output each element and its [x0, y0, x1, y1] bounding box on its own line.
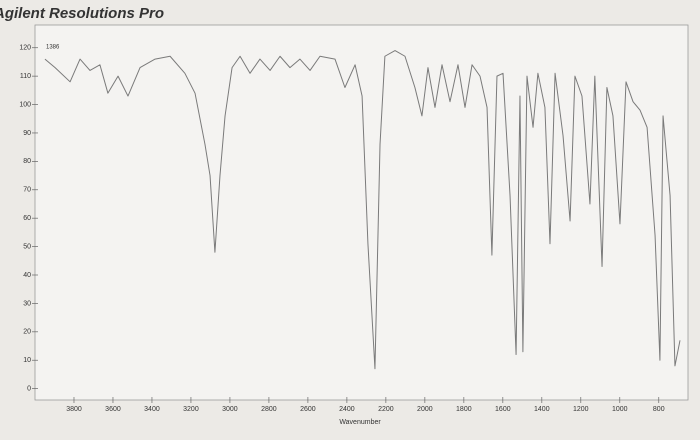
- y-tick-label: 30: [23, 300, 31, 307]
- x-tick-label: 3000: [222, 406, 238, 413]
- x-tick-label: 3400: [144, 406, 160, 413]
- x-tick-label: 1600: [495, 406, 511, 413]
- x-axis-label: Wavenumber: [339, 419, 381, 426]
- y-tick-label: 80: [23, 158, 31, 165]
- x-tick-label: 1200: [573, 406, 589, 413]
- x-tick-label: 800: [653, 406, 665, 413]
- y-tick-label: 0: [27, 385, 31, 392]
- x-tick-label: 2600: [300, 406, 316, 413]
- y-tick-label: 100: [19, 101, 31, 108]
- x-tick-label: 2000: [417, 406, 433, 413]
- y-tick-label: 70: [23, 187, 31, 194]
- x-tick-label: 3800: [66, 406, 82, 413]
- x-tick-label: 2200: [378, 406, 394, 413]
- chart-title: Agilent Resolutions Pro: [0, 5, 164, 22]
- y-tick-label: 50: [23, 243, 31, 250]
- y-tick-label: 110: [20, 73, 31, 80]
- y-tick-label: 40: [23, 272, 31, 279]
- y-tick-label: 90: [23, 130, 31, 137]
- y-tick-label: 60: [23, 215, 31, 222]
- annotation: 1386: [46, 45, 60, 51]
- x-tick-label: 2400: [339, 406, 355, 413]
- y-tick-label: 120: [19, 45, 31, 52]
- x-tick-label: 1000: [612, 406, 628, 413]
- plot-area: [34, 24, 689, 401]
- x-tick-label: 1400: [534, 406, 550, 413]
- y-tick-label: 20: [23, 329, 31, 336]
- x-tick-label: 3200: [183, 406, 199, 413]
- spectrum-line: [44, 50, 681, 370]
- y-tick-label: 10: [23, 357, 31, 364]
- x-tick-label: 2800: [261, 406, 277, 413]
- x-tick-label: 1800: [456, 406, 472, 413]
- x-tick-label: 3600: [105, 406, 121, 413]
